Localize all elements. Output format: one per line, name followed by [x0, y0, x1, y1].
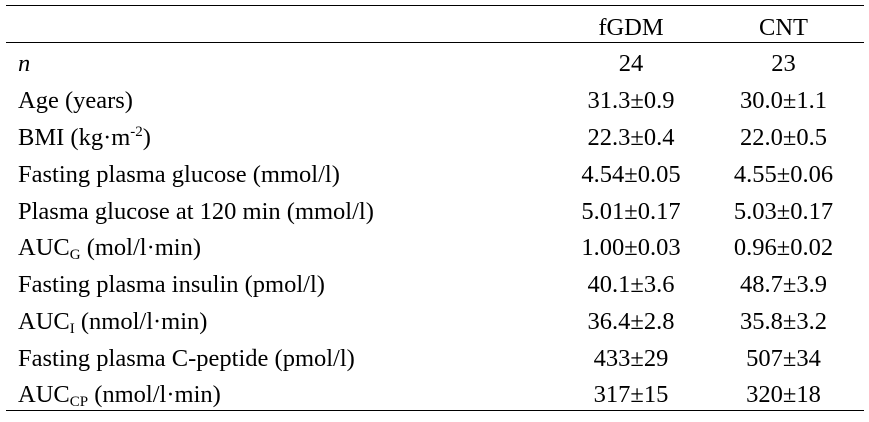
header-row: fGDM CNT [6, 5, 864, 42]
table-row: Fasting plasma C-peptide (pmol/l) 433±29… [6, 340, 864, 377]
label-text: AUC [18, 308, 70, 335]
row-label: BMI (kg·m-2) [18, 119, 151, 156]
fgdm-value: 22.3±0.4 [587, 124, 675, 151]
label-text: BMI (kg·m [18, 124, 131, 151]
cnt-value: 22.0±0.5 [740, 124, 827, 151]
cnt-value: 35.8±3.2 [740, 308, 827, 335]
label-superscript: -2 [130, 124, 143, 140]
fgdm-value: 1.00±0.03 [581, 234, 681, 261]
header-fgdm: fGDM [598, 14, 664, 41]
row-label: n [18, 50, 31, 77]
header-cnt: CNT [759, 14, 808, 41]
table-row: BMI (kg·m-2) 22.3±0.4 22.0±0.5 [6, 119, 864, 156]
table-row: AUCI (nmol/l·min) 36.4±2.8 35.8±3.2 [6, 303, 864, 340]
label-subscript: I [69, 321, 75, 337]
cnt-value: 0.96±0.02 [733, 234, 834, 261]
label-text-suffix: (nmol/l·min) [74, 308, 208, 335]
cnt-value: 320±18 [746, 381, 821, 408]
row-label: AUCG (mol/l·min) [18, 229, 201, 266]
table-row: AUCG (mol/l·min) 1.00±0.03 0.96±0.02 [6, 229, 864, 266]
row-label: Fasting plasma insulin (pmol/l) [18, 271, 325, 298]
label-text-suffix: (mol/l·min) [80, 234, 202, 261]
cnt-value: 4.55±0.06 [733, 161, 834, 188]
label-subscript: CP [69, 394, 89, 410]
row-label: AUCI (nmol/l·min) [18, 303, 207, 340]
fgdm-value: 36.4±2.8 [587, 308, 675, 335]
cnt-value: 5.03±0.17 [733, 198, 834, 225]
label-text-suffix: ) [142, 124, 151, 151]
table-row: Fasting plasma insulin (pmol/l) 40.1±3.6… [6, 266, 864, 303]
cnt-value: 23 [771, 50, 796, 77]
cnt-value: 507±34 [746, 345, 821, 372]
label-subscript: G [69, 247, 81, 263]
fgdm-value: 40.1±3.6 [587, 271, 675, 298]
row-label: Age (years) [18, 87, 133, 114]
label-text-suffix: (nmol/l·min) [88, 381, 221, 408]
table-row: n 24 23 [6, 45, 864, 82]
table-row: AUCCP (nmol/l·min) 317±15 320±18 [6, 376, 864, 413]
row-label: Fasting plasma C-peptide (pmol/l) [18, 345, 355, 372]
top-rule [6, 5, 864, 6]
table-row: Age (years) 31.3±0.9 30.0±1.1 [6, 82, 864, 119]
row-label: Plasma glucose at 120 min (mmol/l) [18, 198, 374, 225]
label-text: AUC [18, 381, 70, 408]
fgdm-value: 317±15 [593, 381, 669, 408]
header-rule [6, 42, 864, 43]
fgdm-value: 433±29 [593, 345, 669, 372]
table-row: Plasma glucose at 120 min (mmol/l) 5.01±… [6, 193, 864, 230]
cnt-value: 30.0±1.1 [740, 87, 827, 114]
fgdm-value: 24 [618, 50, 644, 77]
row-label: AUCCP (nmol/l·min) [18, 376, 221, 413]
row-label: Fasting plasma glucose (mmol/l) [18, 161, 340, 188]
table-row: Fasting plasma glucose (mmol/l) 4.54±0.0… [6, 156, 864, 193]
fgdm-value: 4.54±0.05 [581, 161, 681, 188]
fgdm-value: 31.3±0.9 [587, 87, 675, 114]
fgdm-value: 5.01±0.17 [581, 198, 681, 225]
label-text: AUC [18, 234, 70, 261]
cnt-value: 48.7±3.9 [740, 271, 827, 298]
bottom-rule [6, 410, 864, 411]
